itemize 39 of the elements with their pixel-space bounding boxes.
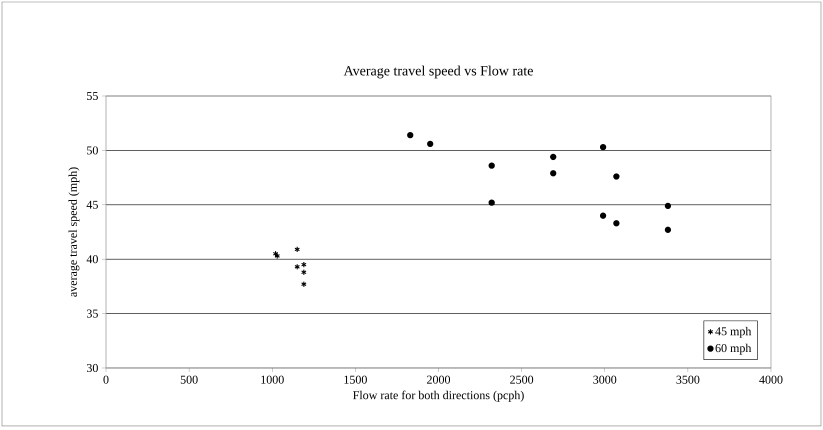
x-tick-label: 2500 (510, 376, 534, 384)
y-tick-label: 30 (86, 364, 98, 372)
point (301, 261, 307, 268)
point (664, 202, 672, 210)
y-tick-label: 55 (87, 92, 98, 100)
point (613, 173, 620, 180)
point (664, 226, 672, 233)
x-tick-label: 3000 (593, 376, 616, 384)
point (488, 199, 495, 206)
point (272, 250, 278, 257)
legend-label: 45 mph (715, 326, 752, 338)
y-tick-label: 50 (87, 146, 98, 154)
x-tick-label: 1000 (261, 376, 284, 384)
x-tick-label: 2000 (427, 376, 450, 384)
y-axis-title: average travel speed (mph) (68, 167, 80, 297)
y-tick-label: 40 (86, 255, 98, 264)
point (488, 162, 495, 169)
point (274, 252, 280, 260)
point (550, 154, 556, 160)
point (550, 170, 556, 176)
y-tick-label: 45 (86, 200, 98, 209)
point (294, 246, 300, 253)
point (600, 144, 606, 150)
point (294, 264, 300, 270)
y-tick-label: 35 (86, 310, 98, 318)
point (600, 212, 606, 219)
point (407, 132, 414, 138)
point (427, 140, 434, 148)
point (301, 281, 307, 288)
chart-title: Average travel speed vs Flow rate (344, 66, 533, 78)
x-axis-title: Flow rate for both directions (pcph) (353, 390, 524, 402)
x-tick-label: 0 (103, 376, 109, 384)
point (613, 220, 620, 226)
x-tick-label: 3500 (676, 376, 700, 384)
x-tick-label: 1500 (344, 376, 367, 384)
x-tick-label: 4000 (759, 376, 783, 384)
point (301, 269, 307, 276)
x-tick-label: 500 (180, 376, 198, 384)
legend-label: 60 mph (716, 344, 752, 355)
